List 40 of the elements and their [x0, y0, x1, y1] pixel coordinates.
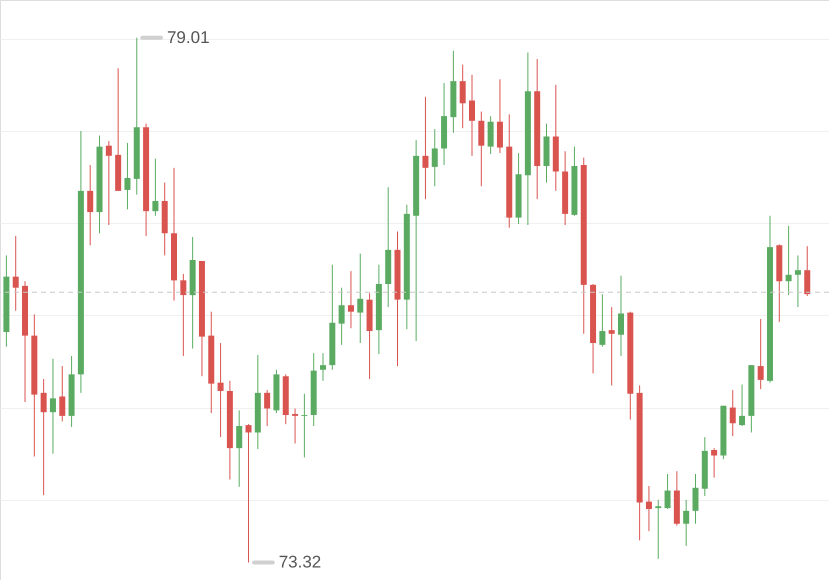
candlestick	[664, 473, 671, 510]
candlestick	[246, 424, 252, 563]
candlestick	[40, 378, 47, 496]
candlestick	[12, 236, 19, 312]
candlestick	[739, 384, 746, 427]
candlestick	[59, 366, 66, 422]
candlestick	[804, 246, 810, 296]
candlestick	[422, 96, 428, 200]
candlestick	[180, 273, 186, 356]
candlestick	[292, 408, 298, 444]
candlestick	[218, 342, 224, 438]
candlestick	[236, 410, 242, 488]
candlestick	[683, 499, 690, 546]
candlestick	[87, 164, 94, 246]
candlestick	[730, 390, 736, 437]
candlestick	[608, 306, 615, 386]
candlestick	[469, 74, 475, 156]
candlestick	[106, 140, 112, 226]
candlestick	[655, 499, 662, 560]
candlestick	[711, 448, 718, 478]
candlestick	[357, 253, 364, 344]
candlestick	[124, 142, 130, 210]
candlestick	[338, 287, 345, 346]
annotation: 79.01	[166, 28, 210, 47]
candlestick	[786, 225, 792, 296]
candlestick	[618, 275, 624, 356]
candlestick	[301, 393, 308, 458]
candlestick	[794, 254, 801, 308]
candlestick	[152, 158, 158, 216]
candlestick	[758, 318, 764, 390]
annotation: 73.32	[278, 552, 322, 572]
candlestick	[348, 270, 354, 329]
candlestick	[646, 485, 652, 532]
candlestick	[432, 128, 438, 187]
candlestick	[599, 294, 606, 348]
candlestick	[460, 64, 466, 129]
candlestick	[50, 358, 56, 454]
candlestick	[692, 473, 698, 524]
candlestick	[320, 352, 326, 382]
candlestick	[264, 390, 270, 427]
